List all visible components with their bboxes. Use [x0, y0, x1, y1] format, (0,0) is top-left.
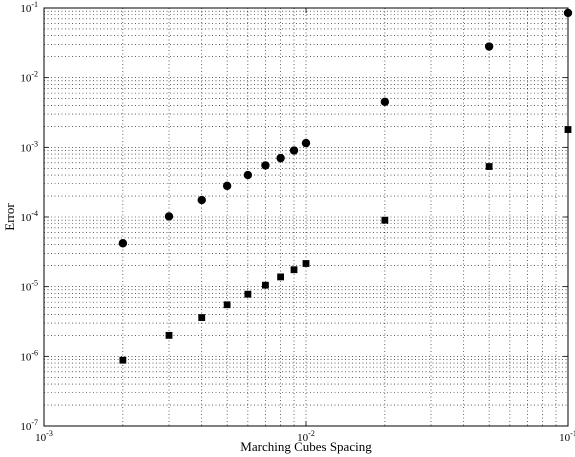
data-point-square: [302, 260, 310, 267]
data-point-circle: [563, 8, 573, 18]
data-point-circle: [301, 138, 311, 148]
data-point-square: [223, 301, 231, 309]
x-tick-label: 10-1: [559, 429, 575, 444]
data-point-circle: [222, 181, 232, 191]
data-point-square: [262, 281, 269, 289]
x-tick-label: 10-2: [297, 429, 315, 444]
y-axis-label: Error: [2, 203, 17, 231]
data-point-square: [165, 331, 173, 339]
y-tick-label: 10-3: [20, 139, 38, 154]
data-point-square: [198, 314, 206, 321]
data-point-square: [244, 290, 252, 298]
data-point-circle: [484, 42, 494, 51]
data-point-circle: [380, 97, 390, 107]
series-square: [119, 126, 572, 364]
data-point-circle: [276, 153, 285, 163]
data-point-circle: [261, 161, 270, 170]
data-series: [118, 8, 573, 364]
y-tick-label: 10-1: [20, 0, 38, 15]
data-point-square: [290, 266, 298, 274]
axis-ticks: [43, 7, 569, 427]
data-point-square: [119, 356, 127, 364]
data-point-square: [485, 163, 493, 170]
series-circle: [118, 8, 573, 248]
y-tick-label: 10-2: [20, 70, 38, 85]
data-point-square: [277, 273, 285, 281]
tick-labels: 10-3 10-2 10-1 10-7 10-6 10-5 10-4 10-3 10-2 10-1: [20, 0, 575, 444]
data-point-circle: [243, 170, 253, 180]
y-tick-label: 10-6: [20, 348, 38, 363]
data-point-square: [381, 216, 389, 224]
y-tick-label: 10-7: [20, 418, 38, 433]
data-point-circle: [289, 146, 299, 155]
data-point-circle: [197, 195, 206, 205]
x-tick-label: 10-3: [35, 429, 53, 444]
data-point-circle: [164, 212, 174, 221]
data-point-circle: [118, 239, 128, 248]
y-tick-label: 10-5: [20, 279, 38, 294]
data-point-square: [564, 126, 572, 133]
x-axis-label: Marching Cubes Spacing: [240, 439, 372, 454]
y-tick-label: 10-4: [20, 209, 38, 224]
